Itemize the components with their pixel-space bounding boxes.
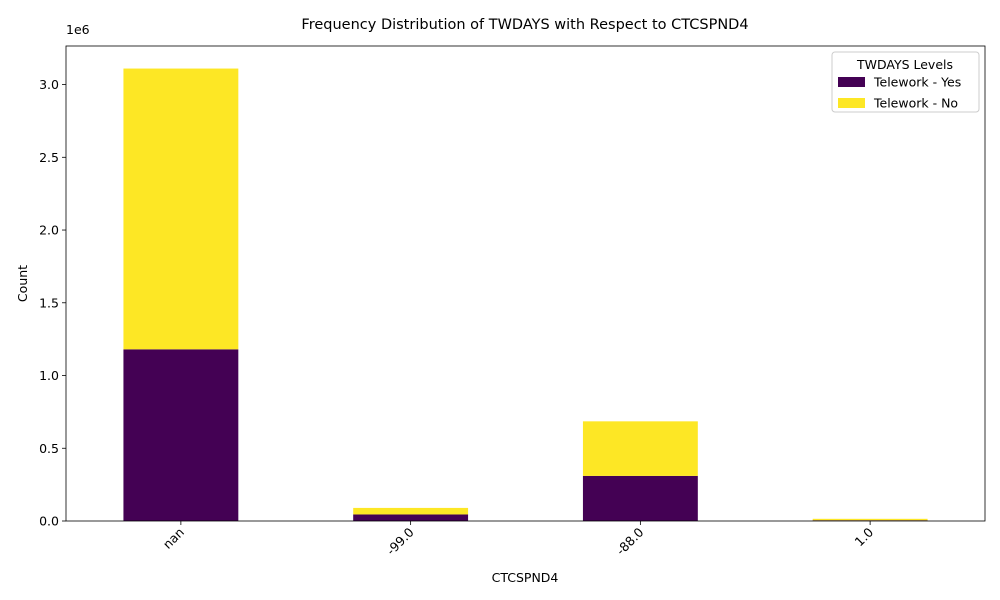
y-tick-label: 1.5 <box>39 295 59 310</box>
y-axis-label: Count <box>15 265 30 302</box>
x-tick-label: -99.0 <box>383 524 417 558</box>
y-tick-label: 1.0 <box>39 368 59 383</box>
x-axis-label: CTCSPND4 <box>492 570 559 585</box>
y-tick-label: 2.0 <box>39 223 59 238</box>
y-axis-ticks: 0.0 0.5 1.0 1.5 2.0 2.5 3.0 <box>39 77 66 529</box>
bar-no-3 <box>812 518 928 521</box>
legend-label-no: Telework - No <box>873 96 958 111</box>
x-tick-label: nan <box>160 525 187 552</box>
y-tick-label: 0.5 <box>39 441 59 456</box>
bar-yes-0 <box>123 349 239 521</box>
y-tick-label: 0.0 <box>39 514 59 529</box>
x-tick-label: -88.0 <box>613 524 647 558</box>
plot-frame <box>65 45 986 522</box>
bars-group <box>123 68 928 521</box>
legend-box <box>831 51 980 113</box>
y-tick-label: 2.5 <box>39 150 59 165</box>
x-tick-label: 1.0 <box>852 524 877 549</box>
chart-title: Frequency Distribution of TWDAYS with Re… <box>301 17 748 33</box>
legend-label-yes: Telework - Yes <box>873 75 961 90</box>
legend-entries: Telework - Yes Telework - No <box>838 75 961 111</box>
legend-swatch-yes <box>838 77 865 87</box>
legend: TWDAYS Levels Telework - Yes Telework - N… <box>831 51 980 113</box>
y-tick-label: 3.0 <box>39 77 59 92</box>
bar-no-0 <box>123 68 239 350</box>
legend-swatch-no <box>838 98 865 108</box>
x-axis-ticks: nan -99.0 -88.0 1.0 <box>160 521 877 558</box>
y-axis-offset-label: 1e6 <box>66 22 90 37</box>
legend-title: TWDAYS Levels <box>856 57 953 72</box>
bar-yes-2 <box>582 475 698 521</box>
bar-no-1 <box>353 507 469 515</box>
bar-yes-1 <box>353 514 469 521</box>
bar-no-2 <box>582 421 698 476</box>
